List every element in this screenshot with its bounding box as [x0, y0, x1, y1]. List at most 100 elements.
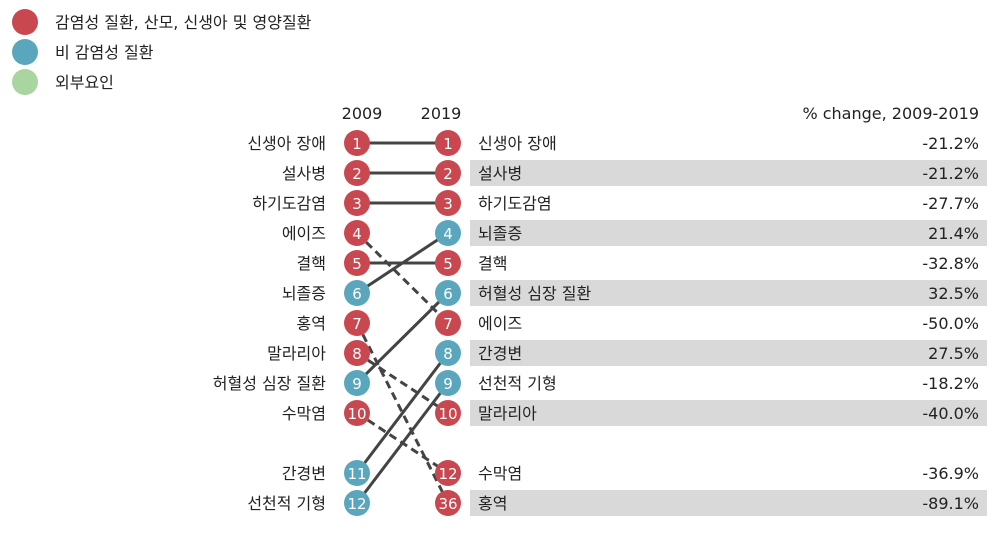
name-2009: 설사병 [282, 164, 326, 183]
rank-2019: 1 [443, 135, 453, 153]
rank-2009: 12 [347, 495, 366, 513]
name-2009: 허혈성 심장 질환 [213, 374, 326, 393]
rank-marker-2009 [344, 310, 370, 336]
rank-2019: 4 [443, 225, 453, 243]
percent-change: -27.7% [922, 194, 979, 213]
name-2019: 하기도감염 [478, 194, 552, 213]
rank-2019: 12 [438, 465, 457, 483]
name-2019: 말라리아 [478, 404, 537, 423]
percent-change: -89.1% [922, 494, 979, 513]
row-stripe [470, 400, 987, 426]
name-2009: 홍역 [297, 314, 326, 333]
rank-2009: 2 [352, 165, 362, 183]
rank-marker-2019 [435, 490, 461, 516]
name-2019: 수막염 [478, 464, 522, 483]
rank-marker-2019 [435, 190, 461, 216]
rank-link [355, 231, 450, 325]
legend-swatch [12, 39, 38, 65]
row-stripe [470, 160, 987, 186]
rank-link [356, 351, 449, 415]
rank-marker-2019 [435, 310, 461, 336]
percent-change: -21.2% [922, 134, 979, 153]
rank-marker-2019 [435, 460, 461, 486]
rank-2009: 3 [352, 195, 362, 213]
rank-2019: 3 [443, 195, 453, 213]
name-2019: 결핵 [478, 254, 507, 273]
rank-2009: 1 [352, 135, 362, 153]
rank-2009-column: 신생아 장애 1 설사병 2 하기도감염 3 에이즈 4 결핵 5 뇌졸증 6 홍역 7 말라리아 8 허혈성 … [213, 130, 370, 516]
rank-marker-2009 [344, 280, 370, 306]
rank-2019: 2 [443, 165, 453, 183]
percent-change: 27.5% [928, 344, 979, 363]
rank-2009: 10 [347, 405, 366, 423]
percent-change: -18.2% [922, 374, 979, 393]
percent-change: -32.8% [922, 254, 979, 273]
legend-label: 감염성 질환, 산모, 신생아 및 영양질환 [55, 13, 312, 32]
rank-marker-2009 [344, 190, 370, 216]
rank-marker-2009 [344, 490, 370, 516]
row-stripe [470, 280, 987, 306]
rank-2009: 11 [347, 465, 366, 483]
rank-2019: 6 [443, 285, 453, 303]
name-2019: 선천적 기형 [478, 374, 557, 393]
name-2009: 수막염 [282, 404, 326, 423]
rank-2009: 8 [352, 345, 362, 363]
rank-marker-2019 [435, 340, 461, 366]
name-2019: 에이즈 [478, 314, 522, 333]
name-2019: 홍역 [478, 494, 507, 513]
name-2009: 신생아 장애 [247, 134, 326, 153]
name-2019: 설사병 [478, 164, 522, 183]
rank-2019: 36 [438, 495, 457, 513]
name-2009: 에이즈 [282, 224, 326, 243]
rank-link [355, 352, 450, 474]
percent-change: -21.2% [922, 164, 979, 183]
percent-change: -36.9% [922, 464, 979, 483]
rank-marker-2009 [344, 400, 370, 426]
name-2019: 간경변 [478, 344, 522, 363]
rank-2009: 4 [352, 225, 362, 243]
name-2019: 신생아 장애 [478, 134, 557, 153]
rank-marker-2019 [435, 370, 461, 396]
rank-marker-2009 [344, 160, 370, 186]
rank-link [355, 291, 450, 385]
rank-marker-2009 [344, 130, 370, 156]
legend-label: 비 감염성 질환 [55, 43, 154, 62]
rank-2019: 10 [438, 405, 457, 423]
row-stripe [470, 340, 987, 366]
name-2009: 말라리아 [267, 344, 326, 363]
rank-marker-2019 [435, 280, 461, 306]
rank-2009: 7 [352, 315, 362, 333]
year-left-header: 2009 [342, 104, 383, 123]
rank-2009: 6 [352, 285, 362, 303]
rank-marker-2019 [435, 130, 461, 156]
rank-2009: 9 [352, 375, 362, 393]
legend-swatch [12, 69, 38, 95]
legend-swatch [12, 9, 38, 35]
rank-2019: 8 [443, 345, 453, 363]
rank-links [355, 141, 450, 504]
row-stripe [470, 220, 987, 246]
row-stripes [470, 160, 987, 516]
rank-marker-2009 [344, 250, 370, 276]
name-2009: 결핵 [297, 254, 326, 273]
percent-change: 21.4% [928, 224, 979, 243]
name-2019: 허혈성 심장 질환 [478, 284, 591, 303]
name-2019: 뇌졸증 [478, 224, 522, 243]
percent-change: -50.0% [922, 314, 979, 333]
rank-marker-2019 [435, 250, 461, 276]
rank-marker-2019 [435, 400, 461, 426]
legend-label: 외부요인 [55, 73, 114, 92]
percent-change: -40.0% [922, 404, 979, 423]
rank-marker-2019 [435, 160, 461, 186]
rank-link [355, 322, 450, 504]
rank-marker-2009 [344, 370, 370, 396]
name-2009: 하기도감염 [252, 194, 326, 213]
year-right-header: 2019 [421, 104, 462, 123]
name-2009: 뇌졸증 [282, 284, 326, 303]
row-stripe [470, 490, 987, 516]
name-2009: 선천적 기형 [247, 494, 326, 513]
rank-2019: 7 [443, 315, 453, 333]
rank-marker-2009 [344, 340, 370, 366]
